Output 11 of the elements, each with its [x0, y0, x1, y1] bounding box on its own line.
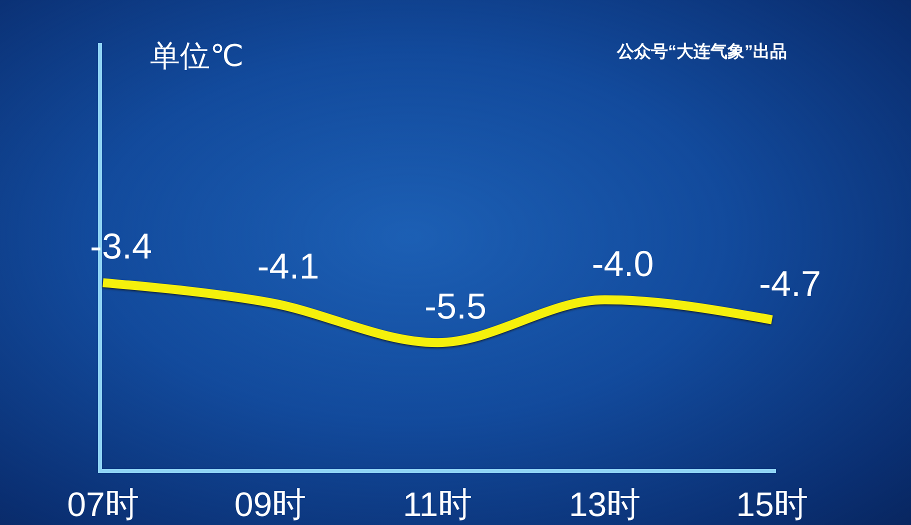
- x-tick-label: 15时: [736, 486, 808, 524]
- y-axis-title: 单位℃: [150, 40, 244, 73]
- data-label: -4.0: [592, 242, 654, 284]
- x-tick-label: 13时: [568, 486, 641, 524]
- data-label: -4.7: [758, 262, 822, 304]
- annotation: 公众号“大连气象”出品: [616, 42, 787, 61]
- data-label: -5.5: [424, 286, 487, 327]
- x-tick-label: 09时: [234, 486, 306, 524]
- data-label: -4.1: [257, 246, 320, 287]
- x-tick-label: 11时: [402, 486, 472, 524]
- x-tick-label: 07时: [67, 486, 139, 524]
